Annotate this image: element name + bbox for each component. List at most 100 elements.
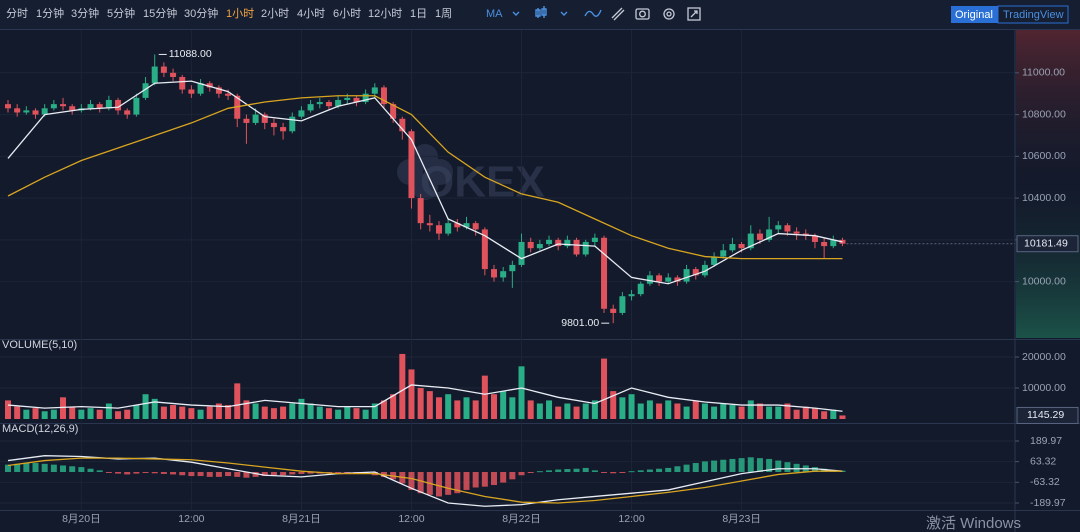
period-button[interactable]: 2小时 <box>261 7 289 20</box>
volume-bar <box>380 400 387 419</box>
macd-bar <box>509 471 516 480</box>
macd-bar <box>546 470 553 472</box>
x-tick-label: 12:00 <box>618 513 644 525</box>
macd-bar <box>701 461 708 472</box>
volume-bar <box>665 400 672 419</box>
camera-icon[interactable] <box>635 8 650 20</box>
min-label: 9801.00 <box>561 317 599 329</box>
volume-bar <box>610 391 617 419</box>
candle-body <box>160 66 167 73</box>
candle-body <box>5 104 11 109</box>
volume-bar <box>463 397 470 419</box>
volume-bar <box>711 406 718 419</box>
macd-bar <box>41 463 48 472</box>
volume-bar <box>353 408 360 419</box>
fullscreen-arrow[interactable] <box>690 10 698 18</box>
camera-lens[interactable] <box>639 10 646 18</box>
volume-bar <box>179 406 186 419</box>
period-button[interactable]: 6小时 <box>333 7 361 20</box>
volume-bar <box>775 406 782 419</box>
max-label: 11088.00 <box>169 48 212 60</box>
volume-bar <box>509 397 516 419</box>
candle-body <box>701 264 708 276</box>
volume-bar <box>811 408 818 419</box>
toolbar-icons[interactable] <box>512 6 602 18</box>
volume-bar <box>656 403 663 419</box>
candle-body <box>472 223 479 230</box>
mode-button[interactable]: TradingView <box>1003 9 1064 21</box>
macd-bar <box>628 471 635 473</box>
volume-bar <box>261 406 268 419</box>
period-button[interactable]: 5分钟 <box>107 6 135 20</box>
period-button[interactable]: 15分钟 <box>143 6 177 20</box>
candle-body <box>481 229 488 270</box>
indicator-button[interactable]: MA <box>486 8 503 20</box>
fullscreen-icon[interactable] <box>687 7 701 21</box>
macd-bar <box>417 471 424 494</box>
macd-bar <box>445 471 452 495</box>
mode-button[interactable]: Original <box>955 9 993 21</box>
candle-body <box>96 104 103 109</box>
mode-active-bg[interactable] <box>951 6 998 23</box>
macd-bar <box>115 471 122 474</box>
volume-bar <box>41 411 48 419</box>
ruler-icon[interactable] <box>611 7 625 21</box>
x-tick-label: 8月20日 <box>62 513 101 525</box>
period-button[interactable]: 1小时 <box>226 7 254 20</box>
volume-bar <box>142 394 149 419</box>
period-button[interactable]: 30分钟 <box>184 6 218 20</box>
candle-body <box>500 271 507 278</box>
volume-bar <box>756 403 763 419</box>
macd-bar <box>32 463 39 472</box>
macd-bar <box>142 471 149 473</box>
volume-bar <box>23 409 30 419</box>
volume-bar <box>215 403 222 419</box>
volume-bar <box>426 391 433 419</box>
macd-bar <box>170 471 177 475</box>
candle-body <box>821 241 828 247</box>
period-button[interactable]: 分时 <box>6 7 28 20</box>
candle-body <box>555 239 562 247</box>
candle-body <box>280 127 287 132</box>
period-button[interactable]: 1日 <box>410 8 427 20</box>
candle-body <box>23 110 30 113</box>
volume-bar <box>316 406 323 419</box>
candle-icon[interactable] <box>535 6 547 18</box>
macd-bar <box>555 469 562 472</box>
volume-bar <box>5 400 11 419</box>
y-tick-label: 63.32 <box>1030 455 1056 467</box>
macd-bar <box>656 468 663 472</box>
candle-body <box>775 225 782 230</box>
volume-bar <box>50 409 57 419</box>
dropdown-arrow[interactable] <box>512 11 520 16</box>
y-tick-label: -189.97 <box>1030 497 1066 509</box>
volume-bar <box>298 398 305 419</box>
candle-body <box>289 116 296 132</box>
period-button[interactable]: 1分钟 <box>36 6 64 20</box>
candle-body <box>206 83 213 88</box>
settings-icon[interactable] <box>663 8 675 20</box>
volume-bar <box>133 405 140 419</box>
line-icon[interactable] <box>584 9 602 17</box>
candle-body <box>674 277 681 282</box>
candle-body <box>380 87 387 105</box>
settings-center[interactable] <box>666 11 672 17</box>
volume-bar <box>821 411 828 419</box>
logo-part <box>427 159 453 185</box>
volume-bar <box>225 405 232 419</box>
candle-body <box>252 114 259 123</box>
candle-body <box>610 308 617 313</box>
period-button[interactable]: 1周 <box>435 7 452 20</box>
period-button[interactable]: 12小时 <box>368 7 402 20</box>
candle-body <box>344 97 351 100</box>
y-tick-label: 10000.00 <box>1022 275 1066 287</box>
period-button[interactable]: 3分钟 <box>71 6 99 20</box>
macd-bar <box>50 464 57 472</box>
period-button[interactable]: 4小时 <box>297 7 325 20</box>
dropdown-arrow[interactable] <box>560 11 568 16</box>
volume-bar <box>335 409 342 419</box>
last-volume-box <box>1016 406 1079 424</box>
mode-bg[interactable] <box>997 5 1069 24</box>
toolbar-tools[interactable] <box>611 7 701 21</box>
